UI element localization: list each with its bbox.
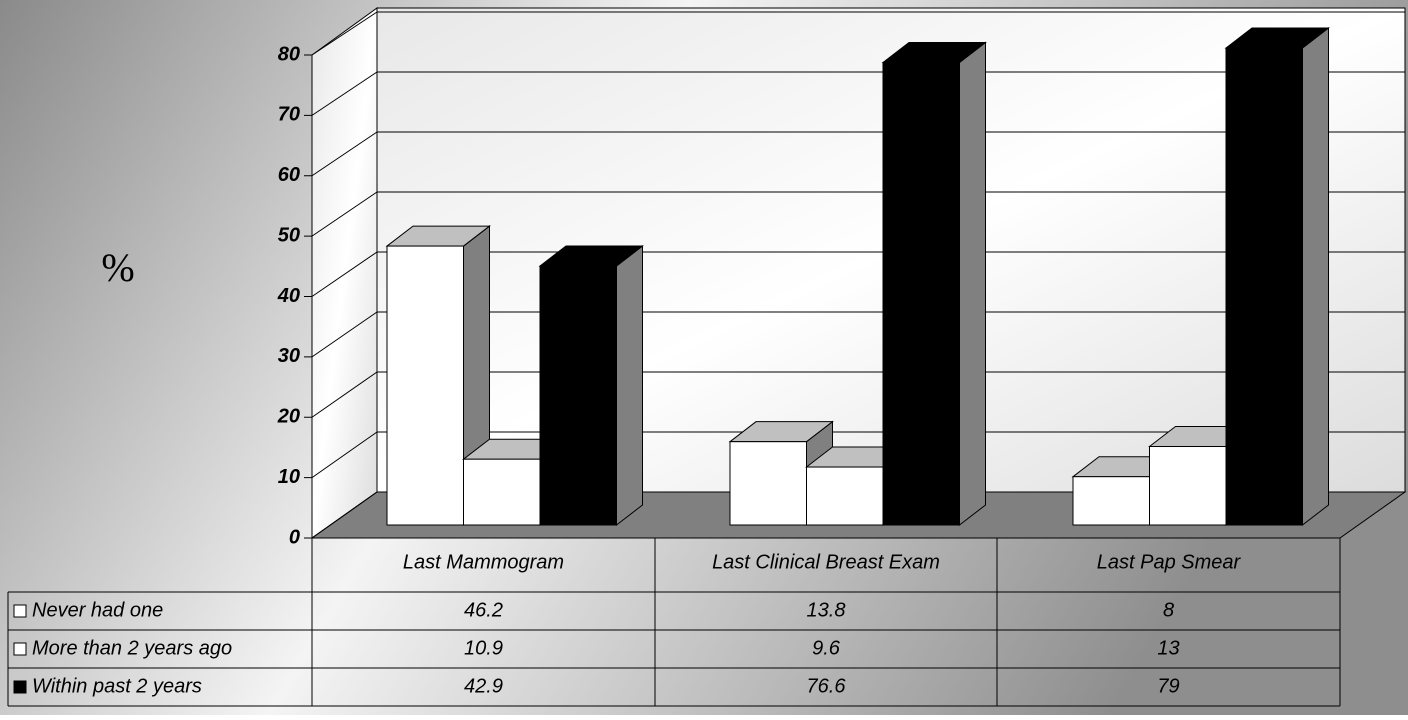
grid-line [311,491,378,539]
side-wall [311,7,378,539]
table-value: 13 [1157,637,1179,659]
y-tick-label: 30 [278,345,300,367]
bar [1225,47,1303,526]
bar [1072,476,1150,526]
table-value: 76.6 [807,675,847,697]
grid-line [311,371,378,418]
y-tick-label: 0 [289,526,300,548]
y-tick-label: 80 [278,43,300,65]
bar-side [959,41,986,527]
table-value: 8 [1163,599,1174,621]
y-tick-label: 10 [278,466,300,488]
grid-line [311,311,378,358]
table-value: 46.2 [464,599,503,621]
x-tick-label: Last Pap Smear [1097,551,1242,573]
bar-side [1302,27,1329,527]
table-value: 13.8 [807,599,846,621]
table-value: 10.9 [464,637,503,659]
legend-label: Never had one [32,599,163,621]
y-tick-label: 70 [278,104,300,126]
bar [882,62,960,526]
bar [1149,446,1227,526]
y-tick-label: 40 [277,285,300,307]
legend-label: More than 2 years ago [32,637,232,659]
grid-line [311,11,378,56]
bar [386,245,464,526]
y-tick-label: 20 [277,406,300,428]
grid-line [311,71,378,116]
y-tick-label: 50 [278,224,300,246]
legend-key [13,680,27,694]
x-tick-label: Last Mammogram [403,551,564,573]
legend-key [13,642,27,656]
bar-side [616,244,643,527]
legend-label: Within past 2 years [32,675,202,697]
table-value: 79 [1157,675,1179,697]
grid-line [311,191,378,237]
bar [729,441,807,526]
bar [463,458,541,526]
bar [539,265,617,526]
legend-key [13,604,27,618]
y-axis-label: % [101,245,134,290]
bar [806,466,884,526]
y-tick-label: 60 [278,164,300,186]
x-tick-label: Last Clinical Breast Exam [712,551,940,573]
table-grid [7,537,1341,707]
grid-line [311,131,378,177]
table-value: 9.6 [812,637,841,659]
grid-line [311,431,378,479]
table-value: 42.9 [464,675,503,697]
grid-line [311,251,378,297]
